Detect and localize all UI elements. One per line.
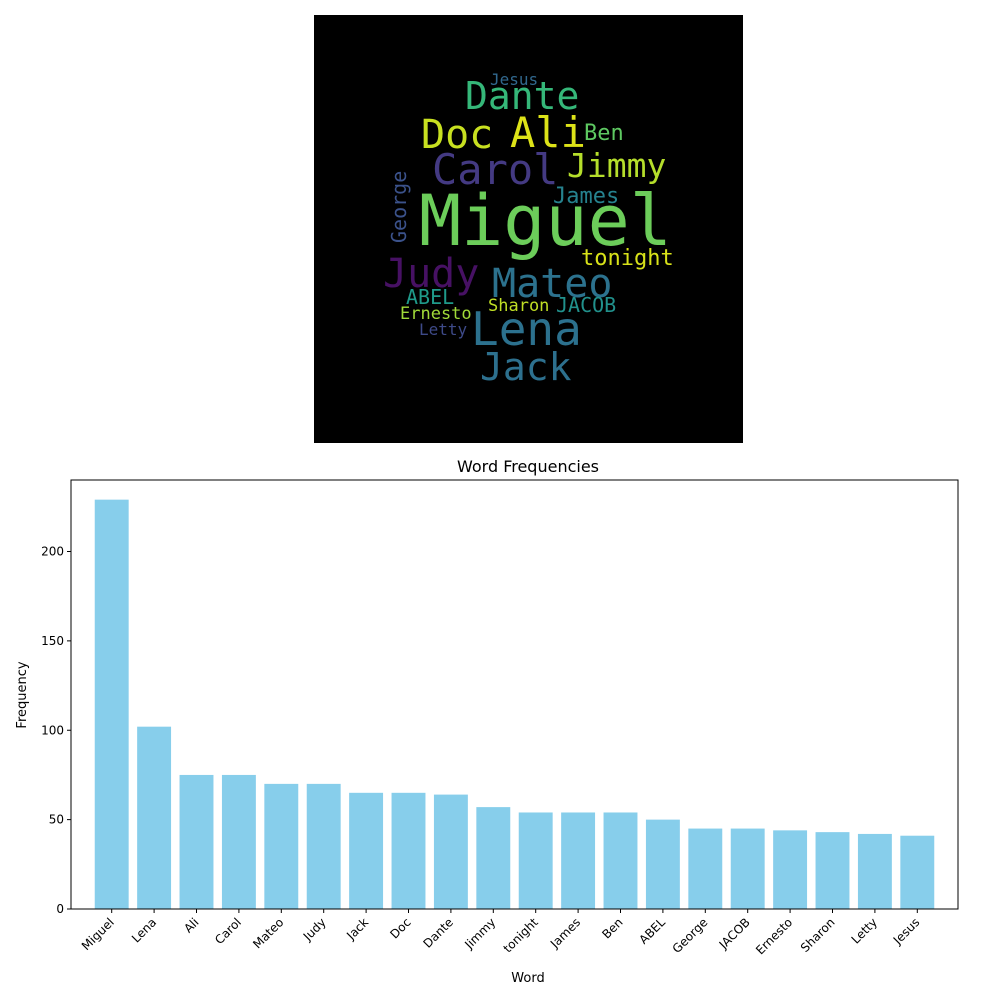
wc-word-ernesto: Ernesto [400,304,472,324]
wc-word-carol: Carol [432,145,558,194]
y-tick-label: 100 [41,723,64,737]
x-tick-label: Jesus [890,915,923,948]
bar-mateo [264,783,299,909]
bar-ernesto [773,830,808,909]
x-tick-label: Sharon [798,915,838,955]
x-tick-label: Ali [181,915,201,935]
wc-word-ben: Ben [584,121,624,146]
bar-jacob [730,828,765,909]
plot-frame [70,479,959,910]
y-tick-label: 200 [41,545,64,559]
bar-tonight [518,812,553,909]
x-tick-label: Lena [129,915,159,945]
bar-abel [645,819,680,909]
bar-sharon [815,832,850,909]
bar-miguel [94,499,129,909]
wc-word-dante: Dante [465,74,579,118]
word-cloud: Miguel Lena Ali Carol Mateo Judy Jack Do… [314,15,743,443]
x-tick-label: Ernesto [753,915,795,957]
y-tick-label: 50 [49,813,64,827]
wc-word-abel: ABEL [406,285,454,309]
x-tick-label: Judy [300,915,329,944]
bar-judy [306,783,341,909]
bar-james [561,812,596,909]
wc-word-letty: Letty [419,320,468,339]
bar-george [688,828,723,909]
wc-word-judy: Judy [383,251,479,297]
x-tick-label: Dante [420,915,456,951]
bar-dante [433,794,468,909]
x-axis-label: Word [511,971,544,986]
bar-letty [857,833,892,909]
wc-word-jesus: Jesus [490,70,538,89]
wc-word-james: James [553,184,619,209]
y-tick-label: 150 [41,634,64,648]
bar-jesus [900,835,935,909]
x-tick-label: James [547,915,583,951]
wc-word-doc: Doc [421,112,493,158]
wc-word-miguel: Miguel [419,180,672,262]
chart-title: Word Frequencies [457,457,599,476]
x-axis: Miguel Lena Ali Carol Mateo Judy Jack Doc Dante J… [79,909,923,957]
y-tick-label: 0 [56,902,64,916]
x-tick-label: Jimmy [461,915,498,952]
wc-word-ali: Ali [510,108,586,157]
x-tick-label: Jack [343,915,371,943]
bar-ben [603,812,638,909]
bar-chart-canvas: Word Frequencies 0 50 100 150 200 Miguel Lena… [15,457,959,986]
bar-lena [137,726,172,909]
wc-word-jimmy: Jimmy [567,146,666,185]
wc-word-jack: Jack [480,345,572,389]
bars-layer [94,499,935,909]
x-tick-label: Carol [212,915,244,947]
wc-word-miguel: Miguel [419,180,672,262]
wc-word-lena: Lena [471,302,582,356]
y-axis-label: Frequency [15,661,30,728]
bar-chart: Word Frequencies 0 50 100 150 200 Miguel Lena… [0,450,1000,1000]
wc-word-sharon: Sharon [488,296,549,316]
x-tick-label: tonight [501,915,541,955]
y-axis: 0 50 100 150 200 [41,545,71,916]
bar-ali [179,774,214,909]
x-tick-label: ABEL [636,915,668,947]
x-tick-label: Mateo [250,915,286,951]
wc-word-tonight: tonight [581,246,674,271]
x-tick-label: Ben [599,915,625,941]
bar-jimmy [476,807,511,909]
wc-word-jacob: JACOB [556,293,616,317]
x-tick-label: George [670,915,711,956]
wc-word-george: George [387,171,411,243]
x-tick-label: Letty [849,915,880,946]
bar-doc [391,792,426,909]
x-tick-label: JACOB [716,915,753,952]
x-tick-label: Miguel [79,915,117,953]
wc-word-mateo: Mateo [492,261,612,307]
x-tick-label: Doc [387,915,413,941]
bar-jack [349,792,384,909]
word-cloud-canvas: Miguel Lena Ali Carol Mateo Judy Jack Do… [383,70,674,389]
bar-carol [221,774,256,909]
